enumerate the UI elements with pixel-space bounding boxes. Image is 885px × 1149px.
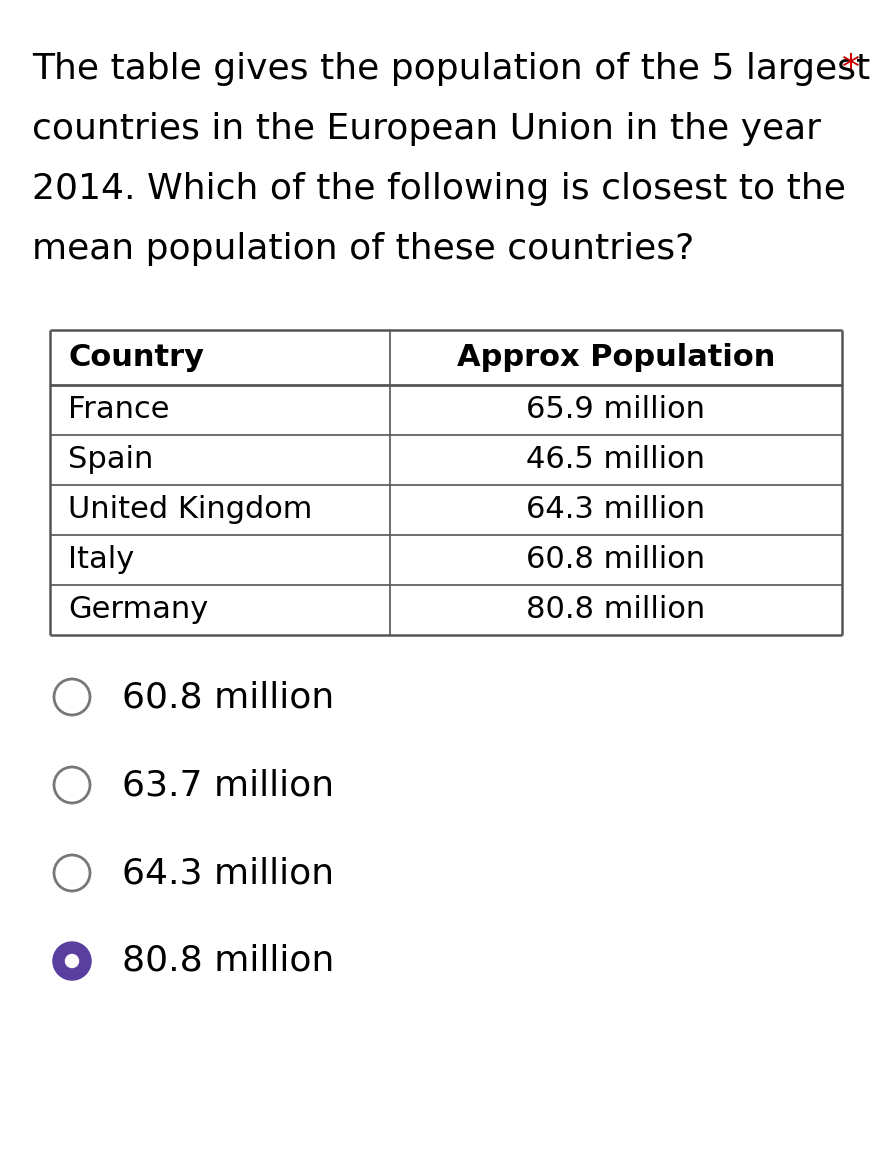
Circle shape xyxy=(54,855,90,890)
Text: 65.9 million: 65.9 million xyxy=(527,395,705,424)
Text: countries in the European Union in the year: countries in the European Union in the y… xyxy=(32,111,821,146)
Text: Spain: Spain xyxy=(68,446,153,475)
Text: 64.3 million: 64.3 million xyxy=(527,495,705,524)
Text: 63.7 million: 63.7 million xyxy=(122,768,335,802)
Text: Germany: Germany xyxy=(68,595,208,625)
Circle shape xyxy=(54,768,90,803)
Circle shape xyxy=(54,679,90,715)
Text: France: France xyxy=(68,395,170,424)
Text: 64.3 million: 64.3 million xyxy=(122,856,335,890)
Text: Country: Country xyxy=(68,344,204,372)
Circle shape xyxy=(54,943,90,979)
Text: *: * xyxy=(842,52,860,86)
Text: 80.8 million: 80.8 million xyxy=(122,944,335,978)
Text: 80.8 million: 80.8 million xyxy=(527,595,705,625)
Text: Approx Population: Approx Population xyxy=(457,344,775,372)
Text: 60.8 million: 60.8 million xyxy=(527,546,705,574)
Text: Italy: Italy xyxy=(68,546,135,574)
Text: 2014. Which of the following is closest to the: 2014. Which of the following is closest … xyxy=(32,172,846,206)
Text: The table gives the population of the 5 largest: The table gives the population of the 5 … xyxy=(32,52,870,86)
Text: United Kingdom: United Kingdom xyxy=(68,495,312,524)
Text: 46.5 million: 46.5 million xyxy=(527,446,705,475)
Text: mean population of these countries?: mean population of these countries? xyxy=(32,232,694,267)
Circle shape xyxy=(65,954,79,969)
Text: 60.8 million: 60.8 million xyxy=(122,680,335,714)
